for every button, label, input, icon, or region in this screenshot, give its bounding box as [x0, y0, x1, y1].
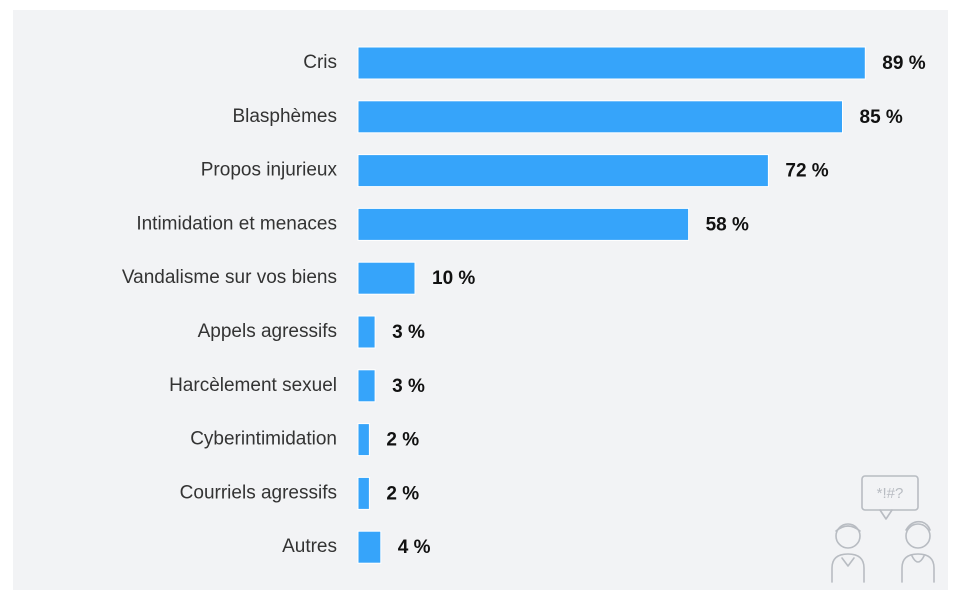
value-label: 4 %	[398, 537, 431, 558]
value-label: 10 %	[432, 268, 475, 289]
bar	[357, 261, 416, 295]
bar	[357, 369, 376, 403]
bar	[357, 46, 866, 80]
value-label: 58 %	[706, 214, 749, 235]
bar	[357, 530, 382, 564]
value-label: 2 %	[386, 430, 419, 451]
icon: *!#?	[831, 475, 935, 583]
bar	[357, 207, 690, 241]
value-label: 85 %	[860, 107, 903, 128]
value-label: 3 %	[392, 376, 425, 397]
bar	[357, 154, 769, 188]
panel	[13, 10, 948, 590]
category-label: Harcèlement sexuel	[169, 375, 337, 396]
value-label: 2 %	[386, 483, 419, 504]
category-label: Autres	[282, 536, 337, 557]
bar	[357, 100, 843, 134]
category-label: Intimidation et menaces	[136, 213, 337, 234]
category-label: Vandalisme sur vos biens	[122, 267, 337, 288]
category-label: Courriels agressifs	[180, 482, 337, 503]
category-label: Cris	[303, 52, 337, 73]
category-label: Blasphèmes	[232, 106, 337, 127]
value-label: 89 %	[882, 53, 925, 74]
category-label: Cyberintimidation	[190, 429, 337, 450]
bar	[357, 476, 370, 510]
value-label: 72 %	[785, 161, 828, 182]
bar	[357, 423, 370, 457]
value-label: 3 %	[392, 322, 425, 343]
category-label: Propos injurieux	[201, 160, 338, 181]
bar	[357, 315, 376, 349]
icon-text: *!#?	[877, 485, 904, 502]
category-label: Appels agressifs	[198, 321, 337, 342]
